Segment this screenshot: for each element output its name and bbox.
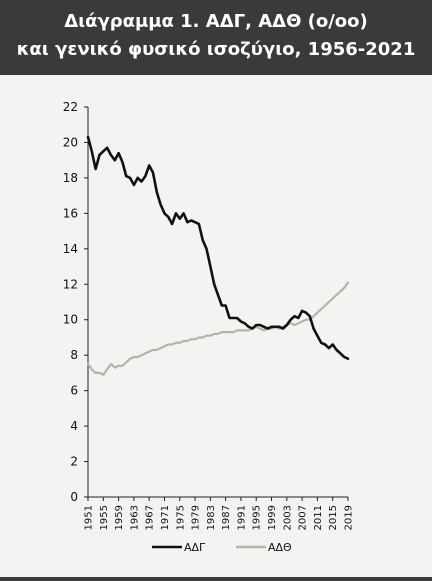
x-tick-label: 2011 [313,505,324,530]
x-tick-label: 1959 [114,505,125,530]
series-line-adg [86,135,350,361]
y-tick-label: 4 [70,419,78,433]
chart-title-box: Διάγραμμα 1. ΑΔΓ, ΑΔΘ (ο/οο) και γενικό … [0,0,432,75]
x-tick-label: 1991 [236,505,247,530]
legend: ΑΔΓ ΑΔΘ [152,541,292,554]
y-tick-label: 12 [63,277,78,291]
y-tick-label: 6 [70,384,78,398]
bottom-rule [0,577,432,581]
x-tick-label: 1951 [84,505,95,530]
x-tick-label: 2019 [344,505,355,530]
x-tick-label: 1987 [221,505,232,530]
y-tick-label: 22 [63,100,78,114]
x-tick-labels: 1951 1955 1959 1963 1967 1971 1975 1979 1983 1987… [84,505,355,530]
x-tick-label: 1955 [99,505,110,530]
y-tick-label: 10 [63,313,78,327]
y-tick-label: 14 [63,242,78,256]
y-tick-label: 0 [70,490,78,504]
x-tick-label: 1967 [145,505,156,530]
x-tick-label: 1971 [160,505,171,530]
series-lines [86,135,350,376]
x-tick-label: 1979 [191,505,202,530]
y-tick-label: 18 [63,171,78,185]
y-tick-labels: 0 2 4 6 8 10 12 14 16 18 20 22 [63,100,78,504]
x-tick-label: 1995 [252,505,263,530]
legend-label-adg: ΑΔΓ [184,541,206,554]
chart-title-line-1: Διάγραμμα 1. ΑΔΓ, ΑΔΘ (ο/οο) [64,11,368,32]
chart-title-line-2: και γενικό φυσικό ισοζύγιο, 1956-2021 [16,39,416,60]
x-tick-label: 1975 [175,505,186,530]
x-tick-label: 1963 [129,505,140,530]
chart-axes [84,106,349,501]
y-tick-label: 8 [70,348,78,362]
x-tick-label: 1983 [206,505,217,530]
x-tick-label: 2007 [298,505,309,530]
y-tick-label: 20 [63,135,78,149]
x-tick-label: 2003 [282,505,293,530]
y-tick-label: 2 [70,455,78,469]
legend-label-adth: ΑΔΘ [268,541,292,554]
x-tick-label: 2015 [328,505,339,530]
series-line-adth [86,281,350,376]
y-tick-label: 16 [63,206,78,220]
x-tick-label: 1999 [267,505,278,530]
